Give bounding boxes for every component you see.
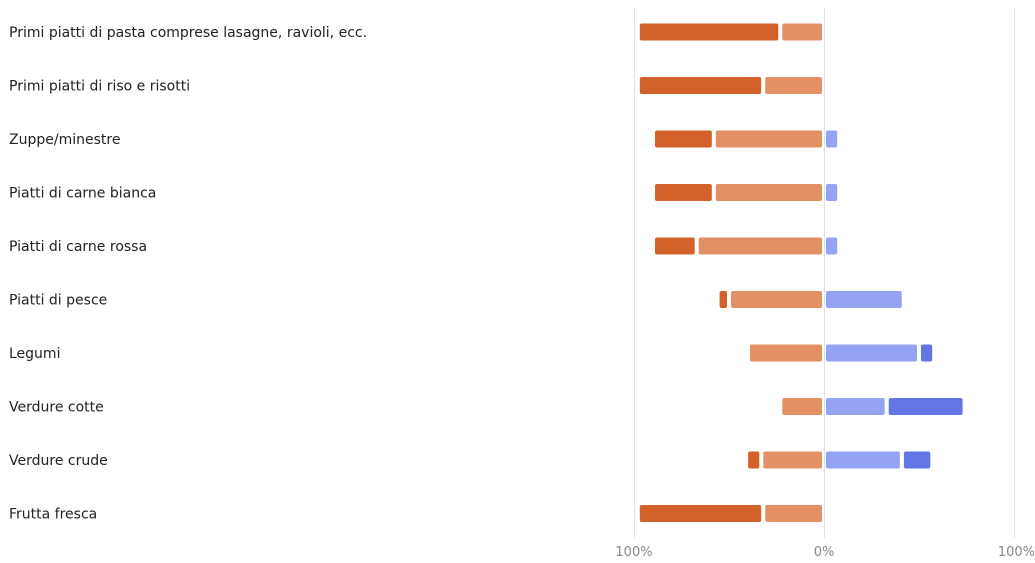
category-label: Piatti di pesce (9, 293, 107, 309)
bar-positive-s2-row3 (826, 184, 838, 201)
bar-positive-s3-row8 (903, 451, 931, 469)
bar-negative-s0-row9 (639, 505, 762, 522)
bar-negative-s1-row3 (715, 184, 822, 201)
bar-positive-s2-row5 (826, 291, 902, 308)
bar-negative-s0-row1 (639, 77, 762, 94)
bar-negative-s1-row4 (698, 237, 822, 255)
bar-negative-s0-row3 (655, 184, 712, 201)
bar-negative-s1-row9 (765, 505, 822, 522)
bar-positive-s2-row7 (826, 398, 885, 415)
category-label: Verdure crude (9, 453, 108, 469)
bar-positive-s2-row8 (826, 451, 900, 469)
bar-negative-s0-row2 (655, 130, 712, 148)
grid-lines (634, 8, 1015, 538)
bar-negative-s1-row8 (763, 451, 822, 469)
category-label: Legumi (9, 346, 60, 362)
category-label: Zuppe/minestre (9, 132, 120, 148)
bar-negative-s1-row5 (731, 291, 822, 308)
bar-negative-s1-row7 (782, 398, 822, 415)
category-label: Primi piatti di pasta comprese lasagne, … (9, 25, 367, 41)
bar-positive-s2-row4 (826, 237, 838, 255)
category-label: Verdure cotte (9, 400, 104, 416)
bar-positive-s2-row6 (826, 344, 917, 362)
category-label: Frutta fresca (9, 507, 97, 523)
x-axis-ticks: 100% 0% 100% (615, 545, 1035, 560)
category-label: Primi piatti di riso e risotti (9, 79, 190, 95)
bar-positive-s2-row2 (826, 130, 838, 148)
bar-negative-s1-row1 (765, 77, 822, 94)
bar-negative-s0-row0 (639, 23, 779, 41)
x-tick-label: 0% (814, 545, 835, 560)
category-label: Piatti di carne bianca (9, 186, 156, 202)
bar-negative-s1-row6 (750, 344, 822, 362)
bar-positive-s3-row6 (921, 344, 933, 362)
bar-negative-s0-row5 (719, 291, 727, 308)
bar-negative-s0-row8 (748, 451, 760, 469)
bar-negative-s1-row0 (782, 23, 822, 41)
bar-positive-s3-row7 (888, 398, 963, 415)
x-tick-label: 100% (615, 545, 652, 560)
bars (639, 23, 963, 522)
category-labels: Primi piatti di pasta comprese lasagne, … (9, 25, 367, 523)
x-tick-label: 100% (998, 545, 1035, 560)
bar-negative-s1-row2 (715, 130, 822, 148)
category-label: Piatti di carne rossa (9, 239, 147, 255)
bar-negative-s0-row4 (655, 237, 695, 255)
